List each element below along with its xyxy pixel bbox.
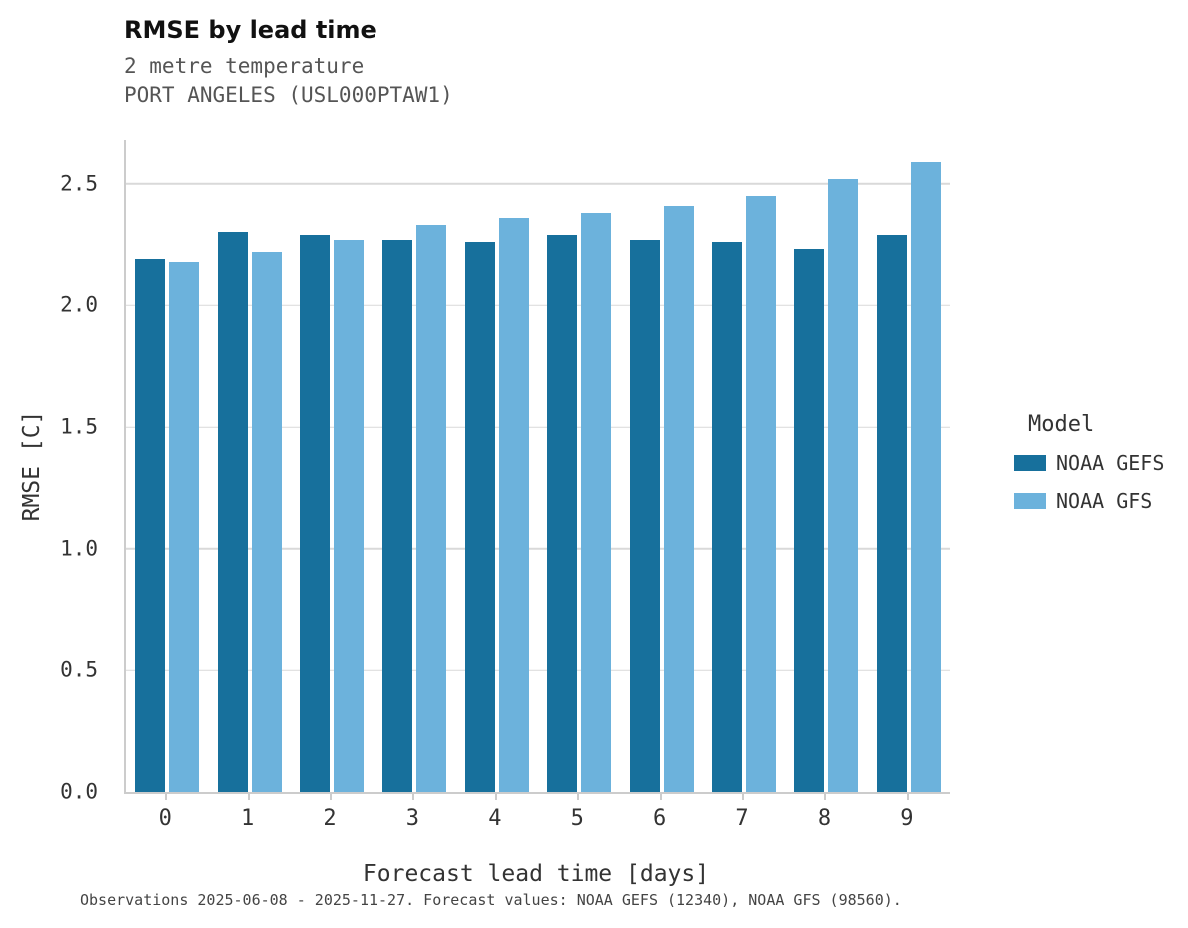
- bar-noaa-gefs-lead-3: [382, 239, 413, 792]
- bar-noaa-gfs-lead-5: [581, 213, 612, 792]
- bar-noaa-gefs-lead-2: [300, 234, 331, 792]
- legend-swatch: [1014, 493, 1046, 509]
- gridline: [126, 669, 950, 672]
- chart-subtitle-variable: 2 metre temperature: [124, 54, 365, 78]
- bar-noaa-gfs-lead-9: [910, 161, 941, 792]
- y-tick-label: 2.0: [60, 292, 98, 317]
- legend-entry-noaa-gfs: NOAA GFS: [1014, 489, 1164, 513]
- bar-groups: [126, 140, 950, 792]
- bar-group-lead-8: [785, 140, 867, 792]
- x-axis-label: Forecast lead time [days]: [362, 861, 710, 887]
- x-tick-label-2: 2: [289, 794, 371, 831]
- chart-title: RMSE by lead time: [124, 16, 377, 44]
- bar-group-lead-7: [703, 140, 785, 792]
- gridline: [126, 547, 950, 550]
- bar-noaa-gfs-lead-2: [334, 239, 365, 792]
- bar-noaa-gefs-lead-7: [712, 242, 743, 792]
- bar-noaa-gefs-lead-9: [876, 234, 907, 792]
- bar-noaa-gefs-lead-6: [629, 239, 660, 792]
- bar-group-lead-5: [538, 140, 620, 792]
- bar-noaa-gfs-lead-3: [416, 225, 447, 792]
- legend-title: Model: [1028, 412, 1095, 437]
- bar-noaa-gefs-lead-5: [547, 234, 578, 792]
- bar-group-lead-9: [868, 140, 950, 792]
- bar-noaa-gfs-lead-4: [498, 217, 529, 792]
- plot-area: [124, 140, 950, 794]
- x-tick-label-1: 1: [206, 794, 288, 831]
- x-tick-label-4: 4: [454, 794, 536, 831]
- y-tick-label: 1.5: [60, 414, 98, 439]
- bar-group-lead-6: [620, 140, 702, 792]
- gridlines: [126, 140, 950, 792]
- bar-noaa-gefs-lead-8: [794, 249, 825, 792]
- bar-group-lead-1: [208, 140, 290, 792]
- y-tick-label: 0.0: [60, 779, 98, 804]
- y-tick-label: 1.0: [60, 536, 98, 561]
- bar-group-lead-0: [126, 140, 208, 792]
- chart-header: RMSE by lead time 2 metre temperature PO…: [124, 16, 453, 110]
- bar-noaa-gfs-lead-6: [663, 205, 694, 792]
- bar-noaa-gefs-lead-4: [464, 242, 495, 792]
- x-tick-label-9: 9: [866, 794, 948, 831]
- y-tick-label: 2.5: [60, 171, 98, 196]
- legend-label: NOAA GFS: [1056, 489, 1153, 513]
- y-tick-label: 0.5: [60, 657, 98, 682]
- legend-swatch: [1014, 455, 1046, 471]
- gridline: [126, 183, 950, 185]
- bar-noaa-gfs-lead-0: [169, 261, 200, 792]
- bar-group-lead-3: [373, 140, 455, 792]
- bar-noaa-gefs-lead-0: [135, 259, 166, 792]
- gridline: [126, 304, 950, 307]
- legend-entry-noaa-gefs: NOAA GEFS: [1014, 451, 1164, 475]
- x-tick-label-0: 0: [124, 794, 206, 831]
- x-tick-label-7: 7: [701, 794, 783, 831]
- x-tick-label-6: 6: [618, 794, 700, 831]
- x-tick-label-8: 8: [783, 794, 865, 831]
- bar-noaa-gfs-lead-1: [251, 251, 282, 792]
- bar-noaa-gfs-lead-8: [828, 178, 859, 792]
- bar-group-lead-2: [291, 140, 373, 792]
- bar-group-lead-4: [456, 140, 538, 792]
- x-tick-label-5: 5: [536, 794, 618, 831]
- legend: Model NOAA GEFS NOAA GFS: [1014, 412, 1164, 527]
- legend-entries: NOAA GEFS NOAA GFS: [1014, 451, 1164, 513]
- bar-noaa-gfs-lead-7: [746, 195, 777, 792]
- footer-note: Observations 2025-06-08 - 2025-11-27. Fo…: [80, 891, 902, 909]
- y-ticks: 0.0 0.5 1.0 1.5 2.0 2.5: [0, 140, 112, 802]
- x-tick-label-3: 3: [371, 794, 453, 831]
- chart-subtitle-station: PORT ANGELES (USL000PTAW1): [124, 83, 453, 107]
- gridline: [126, 426, 950, 428]
- bar-noaa-gefs-lead-1: [217, 232, 248, 792]
- legend-label: NOAA GEFS: [1056, 451, 1165, 475]
